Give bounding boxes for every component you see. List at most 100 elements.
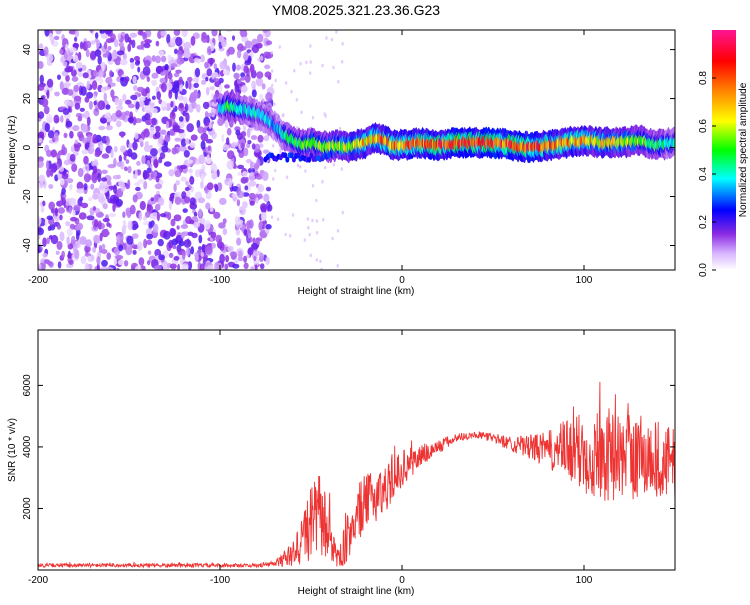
noise-blob: [57, 261, 62, 269]
noise-blob: [273, 102, 276, 107]
noise-blob: [227, 150, 235, 160]
noise-blob: [175, 36, 183, 47]
noise-blob: [205, 138, 213, 144]
noise-blob: [187, 76, 193, 83]
noise-blob: [218, 222, 226, 229]
noise-blob: [150, 148, 158, 157]
noise-blob: [227, 245, 234, 252]
noise-blob: [60, 178, 65, 186]
noise-blob: [179, 164, 188, 170]
noise-blob: [144, 141, 149, 147]
noise-blob: [308, 232, 311, 237]
noise-blob: [320, 267, 323, 270]
noise-blob: [206, 182, 214, 191]
noise-blob: [97, 196, 105, 203]
noise-blob: [175, 69, 182, 74]
noise-blob: [114, 97, 119, 106]
noise-blob: [232, 62, 236, 72]
noise-blob: [168, 169, 175, 177]
noise-blob: [265, 224, 272, 230]
noise-blob: [54, 91, 60, 97]
noise-blob: [150, 170, 154, 180]
noise-blob: [120, 132, 125, 138]
noise-blob: [200, 140, 206, 150]
noise-blob: [226, 137, 230, 146]
noise-blob: [272, 144, 275, 148]
noise-blob: [70, 235, 76, 245]
figure-title: YM08.2025.321.23.36.G23: [272, 2, 440, 18]
noise-blob: [259, 230, 268, 239]
snr-x-ticks: -200 -100 0 100: [28, 330, 593, 586]
noise-blob: [144, 39, 153, 44]
noise-blob: [178, 116, 184, 122]
noise-blob: [213, 183, 218, 189]
noise-blob: [143, 42, 151, 49]
noise-blob: [99, 181, 107, 187]
noise-blob: [261, 225, 266, 230]
noise-blob: [44, 122, 50, 133]
noise-blob: [180, 224, 189, 230]
noise-blob: [190, 246, 195, 255]
noise-blob: [148, 126, 157, 134]
noise-blob: [92, 133, 98, 144]
snr-y-label: SNR (10 * v/v): [7, 418, 18, 482]
noise-blob: [80, 123, 88, 133]
noise-blob: [77, 116, 83, 122]
noise-blob: [100, 266, 108, 270]
noise-blob: [118, 244, 124, 252]
noise-blob: [144, 98, 150, 106]
noise-blob: [96, 39, 101, 48]
spectrogram-y-tick-label: 40: [22, 44, 33, 56]
noise-blob: [79, 41, 84, 50]
noise-blob: [204, 61, 209, 69]
noise-blob: [94, 49, 102, 57]
noise-blob: [54, 132, 59, 142]
noise-blob: [163, 161, 172, 167]
noise-blob: [183, 41, 192, 50]
noise-blob: [42, 200, 46, 207]
noise-blob: [115, 105, 124, 111]
noise-blob: [213, 211, 221, 219]
ridge-blob: [283, 152, 288, 159]
colorbar-tick-label: 0.6: [698, 119, 709, 133]
noise-blob: [322, 218, 325, 222]
noise-blob: [99, 232, 103, 242]
noise-blob: [236, 64, 241, 71]
noise-blob: [168, 252, 174, 258]
noise-blob: [116, 161, 123, 168]
noise-blob: [206, 68, 213, 77]
noise-blob: [71, 76, 79, 82]
noise-blob: [104, 30, 112, 35]
noise-blob: [233, 72, 240, 80]
noise-blob: [187, 159, 194, 164]
noise-blob: [251, 242, 259, 250]
noise-blob: [220, 38, 227, 48]
noise-blob: [141, 32, 147, 38]
noise-blob: [38, 244, 41, 253]
noise-blob: [209, 207, 214, 212]
noise-blob: [293, 68, 296, 73]
noise-blob: [204, 245, 213, 255]
noise-blob: [129, 32, 138, 38]
noise-blob: [191, 101, 197, 109]
noise-blob: [257, 33, 264, 43]
noise-blob: [146, 76, 150, 82]
noise-blob: [147, 260, 151, 266]
noise-blob: [194, 169, 200, 178]
noise-blob: [89, 30, 94, 34]
noise-blob: [182, 208, 188, 214]
noise-blob: [265, 92, 273, 102]
noise-blob: [311, 115, 315, 120]
noise-blob: [274, 78, 277, 83]
noise-blob: [175, 179, 181, 186]
noise-blob: [96, 263, 100, 270]
noise-blob: [130, 62, 135, 70]
noise-blob: [224, 118, 229, 128]
noise-blob: [144, 211, 151, 218]
noise-blob: [242, 171, 248, 177]
noise-blob: [332, 65, 335, 70]
colorbar-label: Normalized spectral amplitude: [738, 82, 749, 217]
noise-blob: [68, 259, 74, 265]
noise-blob: [164, 63, 169, 71]
